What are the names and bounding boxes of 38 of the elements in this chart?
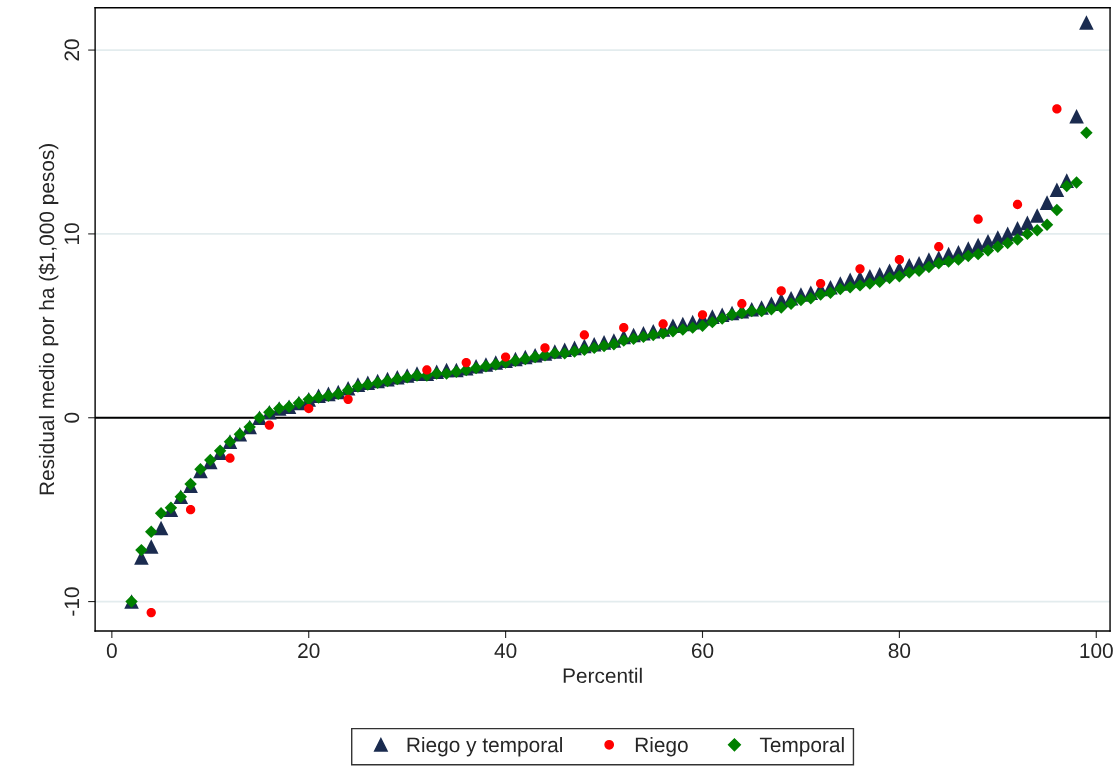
- point: [737, 299, 747, 309]
- x-tick-label: 0: [106, 643, 117, 659]
- point: [461, 357, 471, 368]
- point: [500, 352, 511, 362]
- legend-label: Riego y temporal: [407, 736, 562, 757]
- x-tick-label: 100: [1080, 643, 1113, 659]
- point: [619, 323, 629, 333]
- x-tick-label: 40: [494, 643, 517, 659]
- y-tick-label: 10: [64, 223, 80, 244]
- point: [304, 403, 314, 414]
- point: [264, 420, 275, 430]
- point: [776, 286, 786, 296]
- legend-label: Riego: [635, 736, 688, 757]
- point: [579, 330, 590, 340]
- x-tick-label: 20: [298, 643, 320, 659]
- point: [934, 242, 944, 252]
- point: [185, 505, 196, 515]
- point: [973, 214, 983, 224]
- y-tick-label: 0: [64, 412, 80, 423]
- point: [540, 343, 550, 353]
- point: [343, 394, 353, 405]
- y-tick-label: -10: [64, 587, 80, 616]
- point: [815, 278, 826, 289]
- legend-label: Temporal: [759, 736, 844, 757]
- point: [697, 310, 708, 320]
- point: [658, 319, 668, 329]
- point: [894, 254, 905, 265]
- point: [146, 607, 156, 618]
- point: [1052, 104, 1062, 114]
- point: [225, 453, 235, 463]
- x-tick-label: 80: [888, 643, 911, 659]
- point: [1012, 199, 1023, 210]
- y-axis-title: Residual medio por ha ($1,000 pesos): [38, 144, 59, 495]
- point: [422, 365, 432, 375]
- y-tick-label: 20: [64, 39, 80, 61]
- x-axis-title: Percentil: [563, 667, 642, 684]
- point: [855, 264, 865, 274]
- x-tick-label: 60: [691, 643, 714, 659]
